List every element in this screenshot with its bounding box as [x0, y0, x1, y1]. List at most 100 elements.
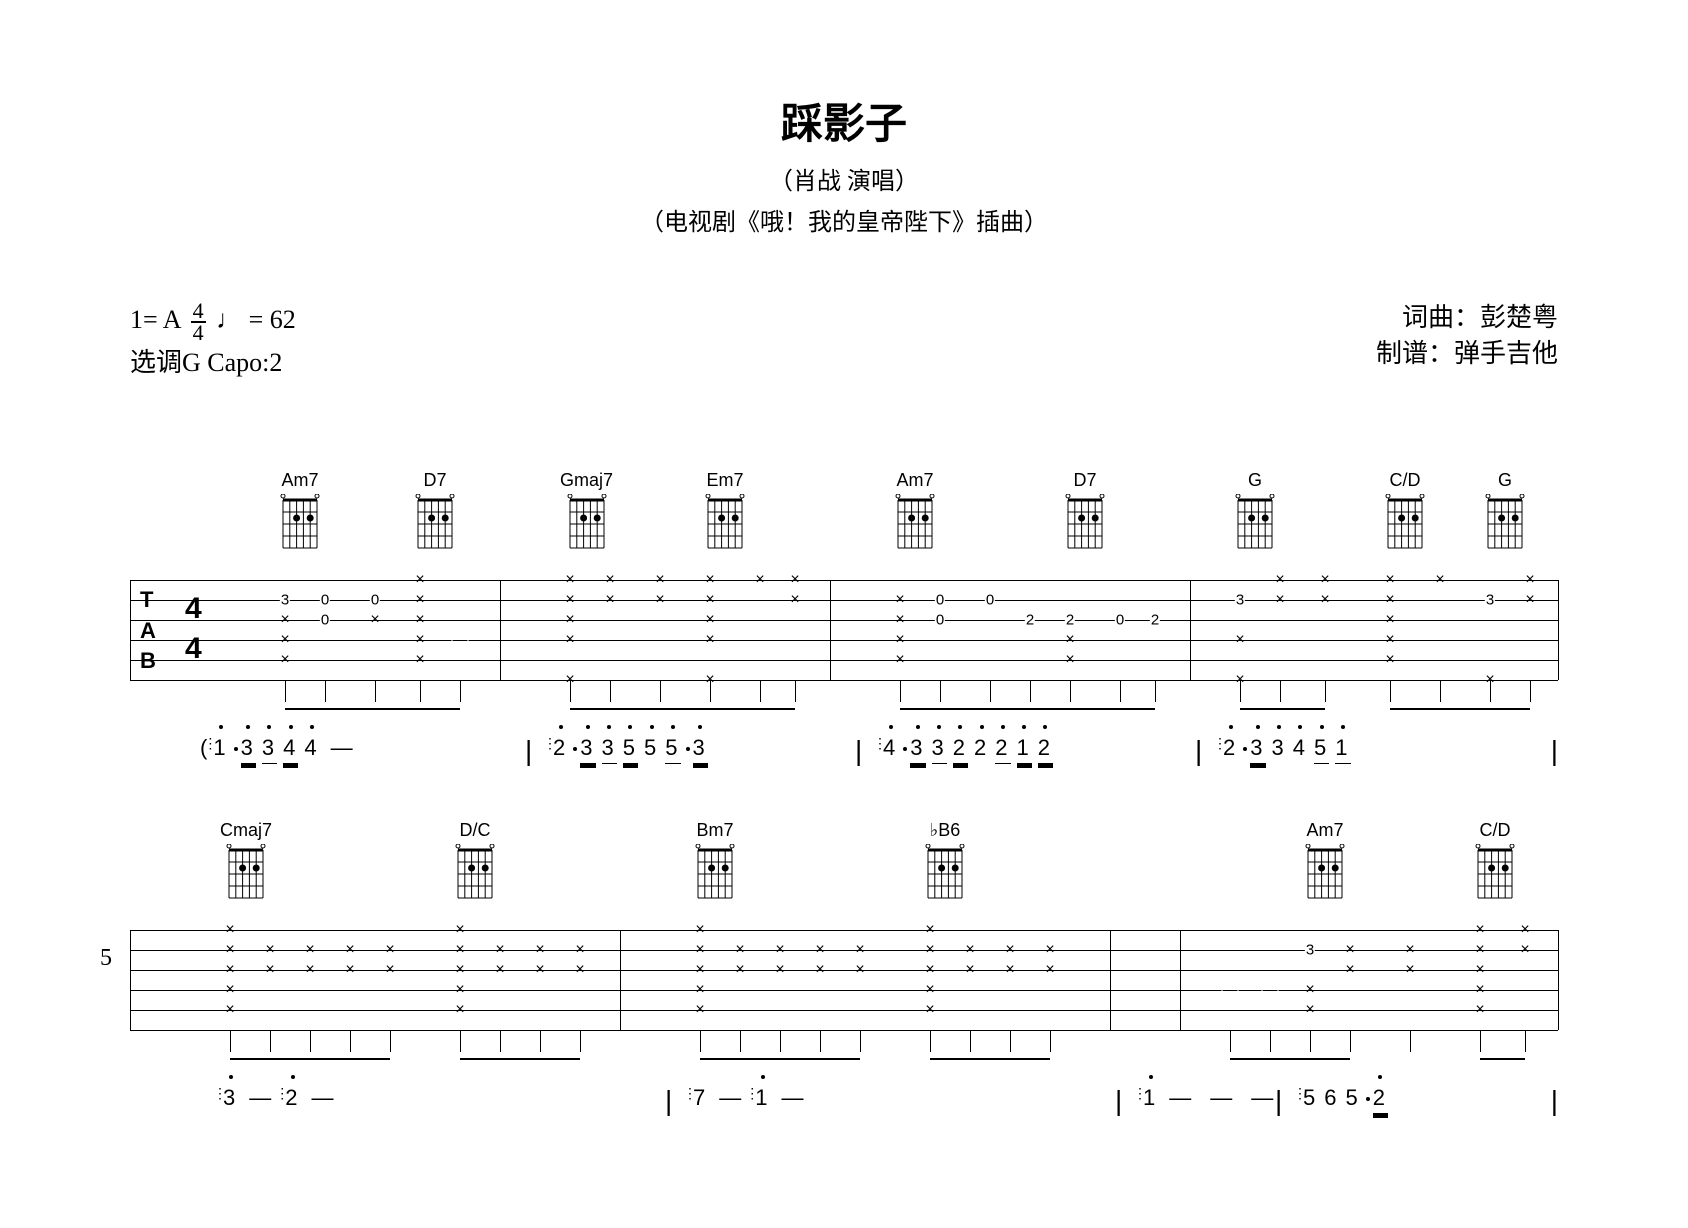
tab-mute-mark: × — [605, 571, 614, 589]
tab-mute-mark: × — [1320, 571, 1329, 589]
beam — [930, 1035, 970, 1060]
tab-fret-number: 0 — [985, 592, 995, 609]
barline — [1180, 930, 1181, 1030]
jianpu-note: 3 — [262, 735, 277, 764]
jianpu-note: 5 — [644, 735, 659, 761]
beam — [1270, 1035, 1310, 1060]
tab-mute-mark: × — [1320, 591, 1329, 609]
barline — [130, 930, 131, 1030]
chord-diagram-icon — [890, 494, 940, 554]
tab-mute-mark: × — [565, 591, 574, 609]
chord-diagram-icon — [221, 844, 271, 904]
tab-mute-mark: × — [1385, 611, 1394, 629]
beam — [1440, 685, 1490, 710]
jianpu-barline: | — [1275, 1085, 1282, 1117]
meta-left: 1= A 4 4 ♩ = 62 选调G Capo:2 — [130, 300, 296, 382]
tab-staff: T A B 4 4 ×××3000××××××—××××××××××××××××… — [130, 580, 1558, 680]
tab-mute-mark: × — [415, 571, 424, 589]
chord-diagram-icon — [1060, 494, 1110, 554]
jianpu-note: 2 — [1373, 1085, 1388, 1114]
beam — [660, 685, 710, 710]
tab-mute-mark: × — [1305, 981, 1314, 999]
chord-block: Cmaj7 — [220, 820, 272, 909]
tab-mute-mark: × — [705, 571, 714, 589]
key-label: 1= A — [130, 305, 180, 334]
tab-mute-mark: × — [280, 611, 289, 629]
chord-name: Am7 — [890, 470, 940, 491]
tab-mute-mark: × — [1005, 941, 1014, 959]
tab-mute-mark: × — [415, 611, 424, 629]
tab-mute-mark: × — [455, 921, 464, 939]
jianpu-note: 1⋮ — [755, 1085, 770, 1111]
beam — [1120, 685, 1155, 710]
tab-mute-mark: × — [790, 571, 799, 589]
tab-mute-mark: × — [1405, 961, 1414, 979]
tab-mute-mark: × — [225, 961, 234, 979]
chord-block: D7 — [1060, 470, 1110, 559]
tab-mute-mark: × — [855, 961, 864, 979]
jianpu-note: 4 — [304, 735, 319, 761]
tab-fret-number: 3 — [280, 592, 290, 609]
song-subtitle-2: （电视剧《哦！我的皇帝陛下》插曲） — [0, 202, 1688, 237]
jianpu-note: 3 — [602, 735, 617, 764]
chord-diagram-icon — [1470, 844, 1520, 904]
jianpu-symbol: — — [331, 735, 356, 761]
chord-diagram-icon — [450, 844, 500, 904]
chord-diagram-icon — [562, 494, 612, 554]
barline — [1190, 580, 1191, 680]
tab-mute-mark: × — [565, 571, 574, 589]
tab-ts-top: 4 — [185, 592, 202, 626]
jianpu-symbol: — — [312, 1085, 337, 1111]
chord-row: Cmaj7D/CBm7♭B6Am7C/D — [130, 820, 1558, 915]
title-block: 踩影子 （肖战 演唱） （电视剧《哦！我的皇帝陛下》插曲） — [0, 0, 1688, 237]
beam — [1310, 1035, 1350, 1060]
tab-mute-mark: × — [1275, 591, 1284, 609]
tab-mute-mark: × — [305, 961, 314, 979]
barline — [620, 930, 621, 1030]
tab-mute-mark: × — [1520, 921, 1529, 939]
tab-mute-mark: × — [1475, 1001, 1484, 1019]
jianpu-note: 1 — [1017, 735, 1032, 764]
chord-block: Am7 — [890, 470, 940, 559]
tab-mute-mark: × — [925, 961, 934, 979]
tab-mute-mark: × — [1045, 941, 1054, 959]
beam — [420, 685, 460, 710]
tab-mute-mark: × — [755, 571, 764, 589]
tab-fret-number: 0 — [320, 612, 330, 629]
jianpu-note: 5 — [665, 735, 680, 764]
tab-mute-mark: × — [705, 631, 714, 649]
tab-mute-mark: × — [345, 941, 354, 959]
chord-block: Bm7 — [690, 820, 740, 909]
note-stem — [1325, 680, 1326, 702]
jianpu-barline: | — [855, 735, 862, 767]
beam — [1010, 1035, 1050, 1060]
tab-mute-mark: × — [1385, 651, 1394, 669]
tab-mute-mark: × — [815, 961, 824, 979]
chord-block: C/D — [1470, 820, 1520, 909]
jianpu-note: 2⋮ — [553, 735, 568, 761]
chord-block: ♭B6 — [920, 820, 970, 909]
chord-diagram-icon — [920, 844, 970, 904]
tab-mute-mark: × — [855, 941, 864, 959]
tab-string-line — [130, 580, 1558, 581]
tab-mute-mark: × — [345, 961, 354, 979]
chord-name: C/D — [1470, 820, 1520, 841]
tab-mute-mark: × — [1475, 941, 1484, 959]
tab-mute-mark: × — [1385, 571, 1394, 589]
tab-mute-mark: × — [225, 941, 234, 959]
chord-block: Am7 — [275, 470, 325, 559]
beam — [610, 685, 660, 710]
jianpu-symbol — [686, 747, 690, 751]
tab-mute-mark: × — [225, 921, 234, 939]
jianpu-note: 2 — [1038, 735, 1053, 764]
credits-2: 制谱：弹手吉他 — [1376, 336, 1558, 372]
chord-block: D/C — [450, 820, 500, 909]
tab-mute-mark: × — [735, 961, 744, 979]
note-stem — [860, 1030, 861, 1052]
beam — [940, 685, 990, 710]
credits-1: 词曲：彭楚粤 — [1376, 300, 1558, 336]
note-stem — [795, 680, 796, 702]
tab-mute-mark: × — [1405, 941, 1414, 959]
tab-fret-number: 2 — [1025, 612, 1035, 629]
beam — [350, 1035, 390, 1060]
